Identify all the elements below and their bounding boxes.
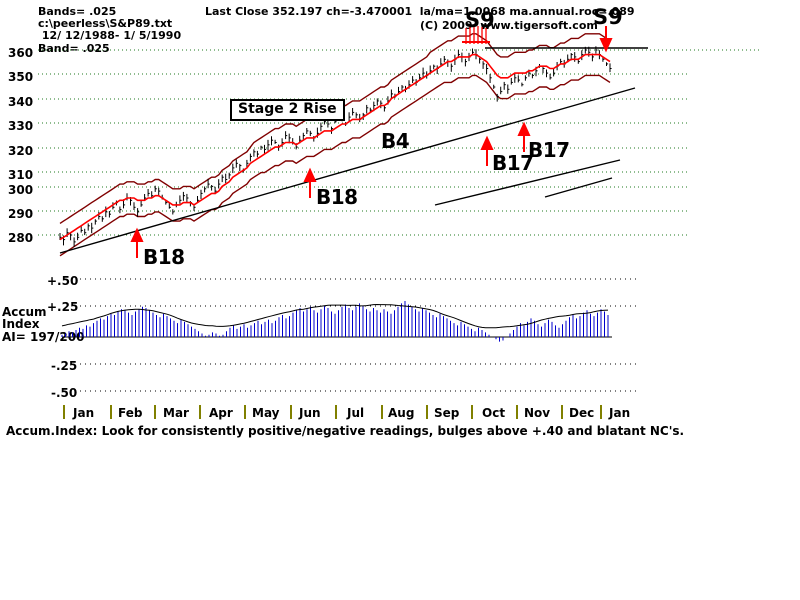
- accum-index-advisory-note: Accum.Index: Look for consistently posit…: [6, 424, 685, 438]
- accum-histogram: [61, 301, 609, 342]
- x-axis-month: Apr: [209, 406, 233, 420]
- accum-y-tick: +.25: [47, 300, 79, 314]
- buy-arrow-b18-2: [303, 167, 317, 198]
- annotation-b17-1: B17: [492, 151, 534, 175]
- buy-arrow-b17-2: [517, 121, 531, 152]
- x-axis-month: Sep: [434, 406, 460, 420]
- price-y-tick: 360: [8, 46, 34, 60]
- annotation-s9-1: S9: [465, 8, 495, 32]
- annotation-b18-1: B18: [143, 245, 185, 269]
- x-axis-month: Jan: [609, 406, 631, 420]
- accum-y-tick: +.50: [47, 274, 79, 288]
- annotation-b17-2: B17: [528, 138, 570, 162]
- trendlines: [59, 47, 648, 254]
- price-y-tick: 290: [8, 207, 34, 221]
- moving-average-line: [59, 53, 611, 241]
- x-axis-month: Nov: [524, 406, 551, 420]
- month-tick-marks: [63, 405, 602, 419]
- accum-title-line2: Index: [2, 317, 40, 331]
- copyright-label: (C) 2009 www.tigersoft.com: [420, 19, 598, 32]
- annotation-b18-2: B18: [316, 185, 358, 209]
- signal-arrows: [130, 26, 613, 258]
- x-axis-month: Mar: [163, 406, 189, 420]
- file-path-label: c:\peerless\S&P89.txt: [38, 17, 173, 30]
- price-y-tick: 330: [8, 119, 34, 133]
- x-axis-month: Feb: [118, 406, 143, 420]
- trendline-left-lower: [544, 177, 613, 198]
- price-y-tick: 300: [8, 183, 34, 197]
- accum-smoothing-line: [61, 303, 609, 329]
- bands-label: Bands= .025: [38, 5, 117, 18]
- price-y-tick: 280: [8, 231, 34, 245]
- price-y-tick: 350: [8, 70, 34, 84]
- x-axis-month: Dec: [569, 406, 595, 420]
- band-label: Band= .025: [38, 42, 110, 55]
- sell-arrow-s9-2: [599, 26, 613, 53]
- last-close-readout: Last Close 352.197 ch=-3.470001 la/ma=1.…: [205, 5, 635, 18]
- buy-arrow-b18-1: [130, 227, 144, 258]
- x-axis-month: Jul: [347, 406, 365, 420]
- price-y-tick: 340: [8, 95, 34, 109]
- accum-index-value: AI= 197/200: [2, 330, 85, 344]
- price-gridlines: [38, 49, 760, 236]
- accum-title-line1: Accum: [2, 305, 47, 319]
- stage-2-rise-label: Stage 2 Rise: [230, 99, 345, 121]
- x-axis-month: Jan: [73, 406, 95, 420]
- date-range-label: 12/ 12/1988- 1/ 5/1990: [38, 29, 182, 42]
- accum-y-tick: -.25: [51, 359, 78, 373]
- buy-arrow-b17-1: [480, 135, 494, 166]
- x-axis-month: Jun: [299, 406, 321, 420]
- price-y-tick: 310: [8, 168, 34, 182]
- trendline-secondary-support: [434, 159, 621, 206]
- x-axis-month: Oct: [482, 406, 506, 420]
- lower-band-line: [59, 74, 611, 257]
- annotation-b4: B4: [381, 129, 410, 153]
- trendline-major-support: [59, 87, 636, 254]
- x-axis-month: Aug: [388, 406, 415, 420]
- accum-y-tick: -.50: [51, 386, 78, 400]
- x-axis-month: May: [252, 406, 280, 420]
- annotation-s9-2: S9: [593, 5, 623, 29]
- price-y-tick: 320: [8, 144, 34, 158]
- sell-signal-hatch-s9-1: [462, 26, 490, 44]
